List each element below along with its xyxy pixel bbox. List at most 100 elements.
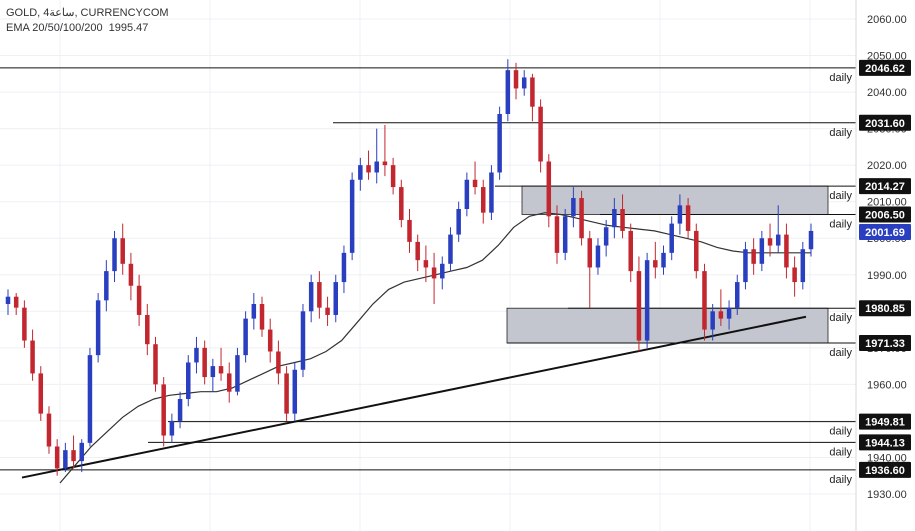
daily-level-label: daily	[829, 446, 852, 458]
legend-ema-label: EMA 20/50/100/200	[6, 22, 103, 34]
price-tick-label: 2020.00	[867, 160, 907, 172]
candle	[13, 293, 19, 315]
candle-body	[538, 106, 543, 162]
candle	[677, 194, 683, 235]
candle-body	[448, 234, 453, 264]
price-level-tag-text: 2006.50	[865, 209, 905, 221]
price-level-tag-text: 1971.33	[865, 338, 905, 350]
candle-body	[571, 198, 576, 217]
candle	[210, 358, 216, 392]
candle	[169, 413, 175, 443]
price-level-tag	[859, 300, 911, 317]
candle	[726, 300, 732, 330]
level-layer: daily daily daily daily daily daily daily daily…	[0, 67, 856, 486]
candle-body	[620, 209, 625, 231]
candle	[775, 205, 781, 253]
candle-body	[79, 442, 84, 462]
legend-symbol-text: GOLD, 4ساعة, CURRENCYCOM	[6, 7, 169, 19]
level-tag-layer: 2046.62 2031.60 2014.27 2006.50 2001.69 1980.…	[859, 59, 911, 478]
candle-body	[5, 296, 11, 304]
candle	[226, 362, 232, 403]
daily-level-label: daily	[829, 127, 852, 139]
candle-body	[22, 307, 27, 341]
candle-body	[759, 238, 765, 264]
price-tick-label: 2060.00	[867, 14, 907, 26]
candle-body	[767, 238, 773, 246]
candle	[784, 223, 789, 279]
candle-body	[694, 230, 699, 272]
price-tick-label: 2010.00	[867, 197, 907, 209]
daily-level-label: daily	[829, 426, 852, 438]
candle	[694, 223, 699, 279]
candle-body	[317, 282, 322, 308]
candle-body	[636, 271, 642, 341]
candle	[120, 223, 125, 275]
candle	[186, 355, 191, 407]
candle-body	[120, 238, 125, 264]
candle-body	[415, 241, 420, 261]
candle	[341, 245, 347, 294]
candle	[636, 256, 642, 352]
price-level-tag	[859, 224, 911, 241]
candle-body	[333, 282, 339, 315]
candle	[440, 256, 445, 290]
candle	[145, 304, 150, 356]
candle-body	[112, 238, 117, 272]
candle	[546, 154, 552, 228]
candle-body	[104, 271, 109, 301]
candle-body	[644, 260, 650, 341]
candle	[308, 274, 314, 323]
candle-body	[186, 362, 191, 399]
candle	[251, 293, 257, 330]
candle-body	[177, 399, 183, 421]
candle	[161, 377, 166, 447]
candle-body	[169, 420, 175, 436]
candle	[423, 245, 429, 283]
candle-body	[382, 161, 388, 166]
candle	[718, 289, 724, 326]
candle	[505, 59, 511, 122]
candle	[267, 318, 273, 363]
candle-body	[308, 282, 314, 312]
candle-body	[521, 77, 527, 89]
price-level-tag	[859, 334, 911, 351]
candle-body	[235, 355, 240, 392]
candle	[54, 439, 60, 476]
candle-body	[226, 373, 232, 392]
candle-body	[440, 263, 445, 279]
daily-level-label: daily	[829, 347, 852, 359]
candle	[530, 73, 535, 122]
candle-body	[546, 161, 552, 217]
candle	[407, 209, 412, 253]
candle	[276, 340, 281, 385]
candle-body	[13, 296, 19, 308]
candle	[554, 205, 560, 264]
candle	[112, 230, 117, 283]
candle	[800, 241, 806, 290]
candle	[644, 252, 650, 348]
candle	[513, 62, 519, 100]
candle	[374, 128, 379, 184]
candle	[366, 150, 371, 180]
candle	[71, 435, 76, 469]
price-tick-label: 2050.00	[867, 51, 907, 63]
price-tick-label: 1960.00	[867, 379, 907, 391]
candle	[358, 157, 363, 191]
candle-body	[194, 347, 199, 363]
candle	[710, 304, 715, 341]
candle-body	[54, 446, 60, 469]
candle	[628, 223, 633, 283]
candle	[767, 223, 773, 257]
candle-body	[726, 307, 732, 319]
candle	[292, 362, 298, 421]
candle	[579, 190, 584, 246]
candle-body	[349, 179, 355, 253]
candle	[431, 252, 437, 304]
candle	[480, 179, 486, 224]
candle-body	[358, 165, 363, 180]
candle-body	[407, 219, 412, 242]
candle-body	[202, 347, 207, 378]
candle	[448, 227, 453, 272]
candle	[5, 289, 11, 315]
candle-body	[751, 249, 756, 264]
